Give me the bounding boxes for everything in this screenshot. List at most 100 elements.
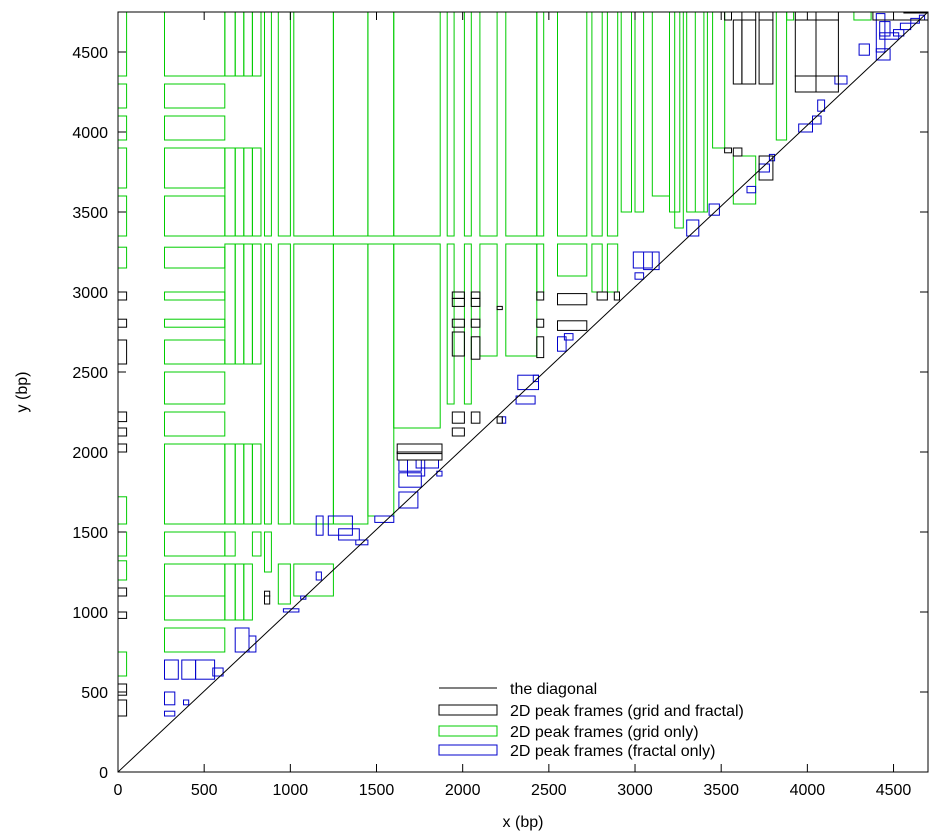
frame-grid-and-fractal (264, 595, 271, 605)
frame-fractal-only (282, 608, 300, 613)
frame-fractal-only (501, 416, 507, 424)
frame-grid-only (164, 246, 226, 269)
frame-grid-only (277, 563, 291, 605)
frame-grid-only (651, 12, 670, 197)
frame-grid-and-fractal (396, 451, 443, 461)
frame-grid-only (118, 651, 128, 677)
frame-fractal-only (634, 272, 645, 280)
frame-fractal-only (181, 659, 197, 680)
frame-grid-only (234, 12, 245, 77)
x-tick-label: 1500 (359, 782, 395, 799)
plot-area (118, 12, 928, 772)
frame-grid-only (224, 243, 236, 365)
legend-swatch-both (438, 704, 498, 716)
frame-grid-only (243, 563, 253, 621)
x-tick-label: 2500 (531, 782, 567, 799)
frame-grid-only (118, 12, 128, 77)
frame-grid-and-fractal (470, 336, 481, 360)
frame-fractal-only (415, 459, 440, 469)
frame-grid-only (591, 12, 603, 237)
frame-grid-and-fractal (794, 19, 817, 77)
frame-grid-only (479, 243, 498, 357)
frame-grid-only (164, 531, 226, 557)
frame-fractal-only (686, 219, 700, 237)
frame-grid-only (557, 12, 588, 237)
frame-grid-only (853, 12, 872, 21)
frame-grid-only (732, 155, 757, 205)
frame-fractal-only (195, 659, 216, 680)
frame-fractal-only (875, 48, 891, 61)
frame-grid-only (224, 12, 236, 77)
frame-fractal-only (315, 571, 322, 581)
frame-fractal-only (398, 459, 422, 472)
frame-grid-and-fractal (396, 443, 443, 455)
frame-grid-only (620, 12, 633, 213)
frame-grid-only (164, 443, 226, 525)
x-tick-label: 0 (114, 782, 123, 799)
frame-grid-only (164, 83, 226, 109)
frame-grid-and-fractal (758, 12, 774, 21)
legend: the diagonal 2D peak frames (grid and fr… (438, 681, 744, 760)
frame-fractal-only (327, 515, 353, 536)
frame-grid-only (463, 243, 472, 405)
frame-grid-and-fractal (732, 19, 743, 85)
frame-grid-only (446, 12, 455, 237)
frame-fractal-only (834, 75, 848, 85)
frame-grid-only (234, 443, 245, 525)
frame-fractal-only (212, 667, 224, 677)
frame-grid-only (224, 563, 236, 621)
diagonal-line (118, 12, 928, 772)
frame-grid-only (293, 563, 334, 597)
axis-ticks: 0 500 1000 1500 2000 2500 3000 3500 4000 4500 0 500… (72, 12, 928, 799)
frame-grid-only (634, 12, 645, 213)
frame-grid-and-fractal (118, 318, 128, 328)
frame-fractal-only (517, 374, 539, 391)
frame-grid-and-fractal (451, 291, 465, 299)
frame-grid-and-fractal (872, 12, 928, 21)
y-tick-label: 2000 (72, 445, 108, 462)
frame-grid-only (775, 12, 788, 141)
frame-grid-only (118, 560, 128, 581)
frame-fractal-only (300, 595, 307, 600)
frame-grid-and-fractal (118, 611, 128, 619)
frame-grid-and-fractal (470, 411, 481, 424)
legend-label-grid: 2D peak frames (grid only) (510, 724, 699, 741)
frame-grid-and-fractal (470, 318, 481, 328)
y-tick-label: 3000 (72, 285, 108, 302)
frame-grid-and-fractal (557, 293, 588, 306)
y-axis-label: y (bp) (14, 372, 31, 413)
frame-fractal-only (234, 627, 250, 653)
frame-fractal-only (355, 539, 369, 546)
x-tick-label: 4000 (790, 782, 826, 799)
legend-label-both: 2D peak frames (grid and fractal) (510, 703, 744, 720)
frame-grid-and-fractal (732, 147, 743, 157)
frame-grid-only (243, 443, 253, 525)
frame-grid-only (164, 371, 226, 405)
frame-grid-only (293, 243, 334, 525)
frame-grid-and-fractal (557, 320, 588, 331)
frame-grid-and-fractal (815, 75, 839, 93)
y-tick-label: 4500 (72, 45, 108, 62)
frame-grid-only (164, 339, 226, 365)
frame-grid-and-fractal (758, 19, 774, 85)
frame-grid-only (164, 318, 226, 328)
frame-fractal-only (515, 395, 536, 405)
frame-grid-and-fractal (118, 427, 128, 437)
frame-grid-only (277, 12, 291, 237)
frame-grid-only (164, 411, 226, 437)
frame-grid-only (293, 12, 334, 237)
frame-fractal-only (532, 374, 539, 383)
frame-grid-and-fractal (451, 427, 465, 437)
x-tick-label: 3000 (617, 782, 653, 799)
frame-grid-only (251, 12, 262, 77)
frame-grid-and-fractal (451, 331, 465, 357)
frame-fractal-only (708, 203, 720, 216)
y-tick-label: 2500 (72, 365, 108, 382)
frame-grid-and-fractal (815, 19, 839, 77)
frame-grid-and-fractal (794, 12, 817, 21)
frame-fractal-only (899, 22, 912, 31)
frame-grid-only (367, 243, 395, 517)
frame-grid-only (164, 147, 226, 189)
frame-grid-only (251, 531, 262, 557)
x-tick-label: 4500 (876, 782, 912, 799)
